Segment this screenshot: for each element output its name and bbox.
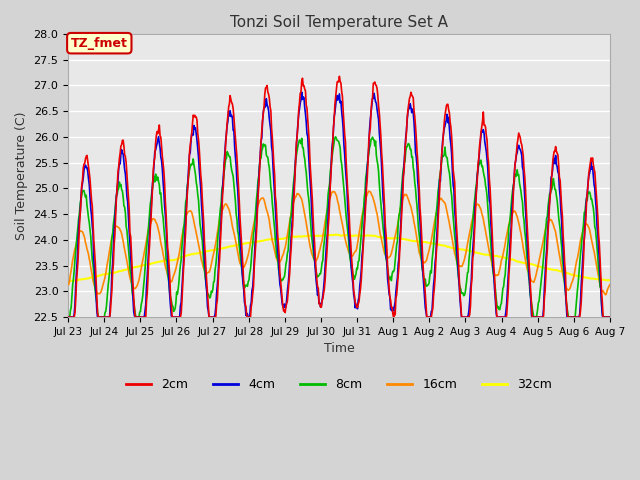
Text: TZ_fmet: TZ_fmet: [71, 36, 128, 50]
Y-axis label: Soil Temperature (C): Soil Temperature (C): [15, 111, 28, 240]
X-axis label: Time: Time: [324, 342, 355, 356]
Title: Tonzi Soil Temperature Set A: Tonzi Soil Temperature Set A: [230, 15, 448, 30]
Legend: 2cm, 4cm, 8cm, 16cm, 32cm: 2cm, 4cm, 8cm, 16cm, 32cm: [121, 373, 557, 396]
